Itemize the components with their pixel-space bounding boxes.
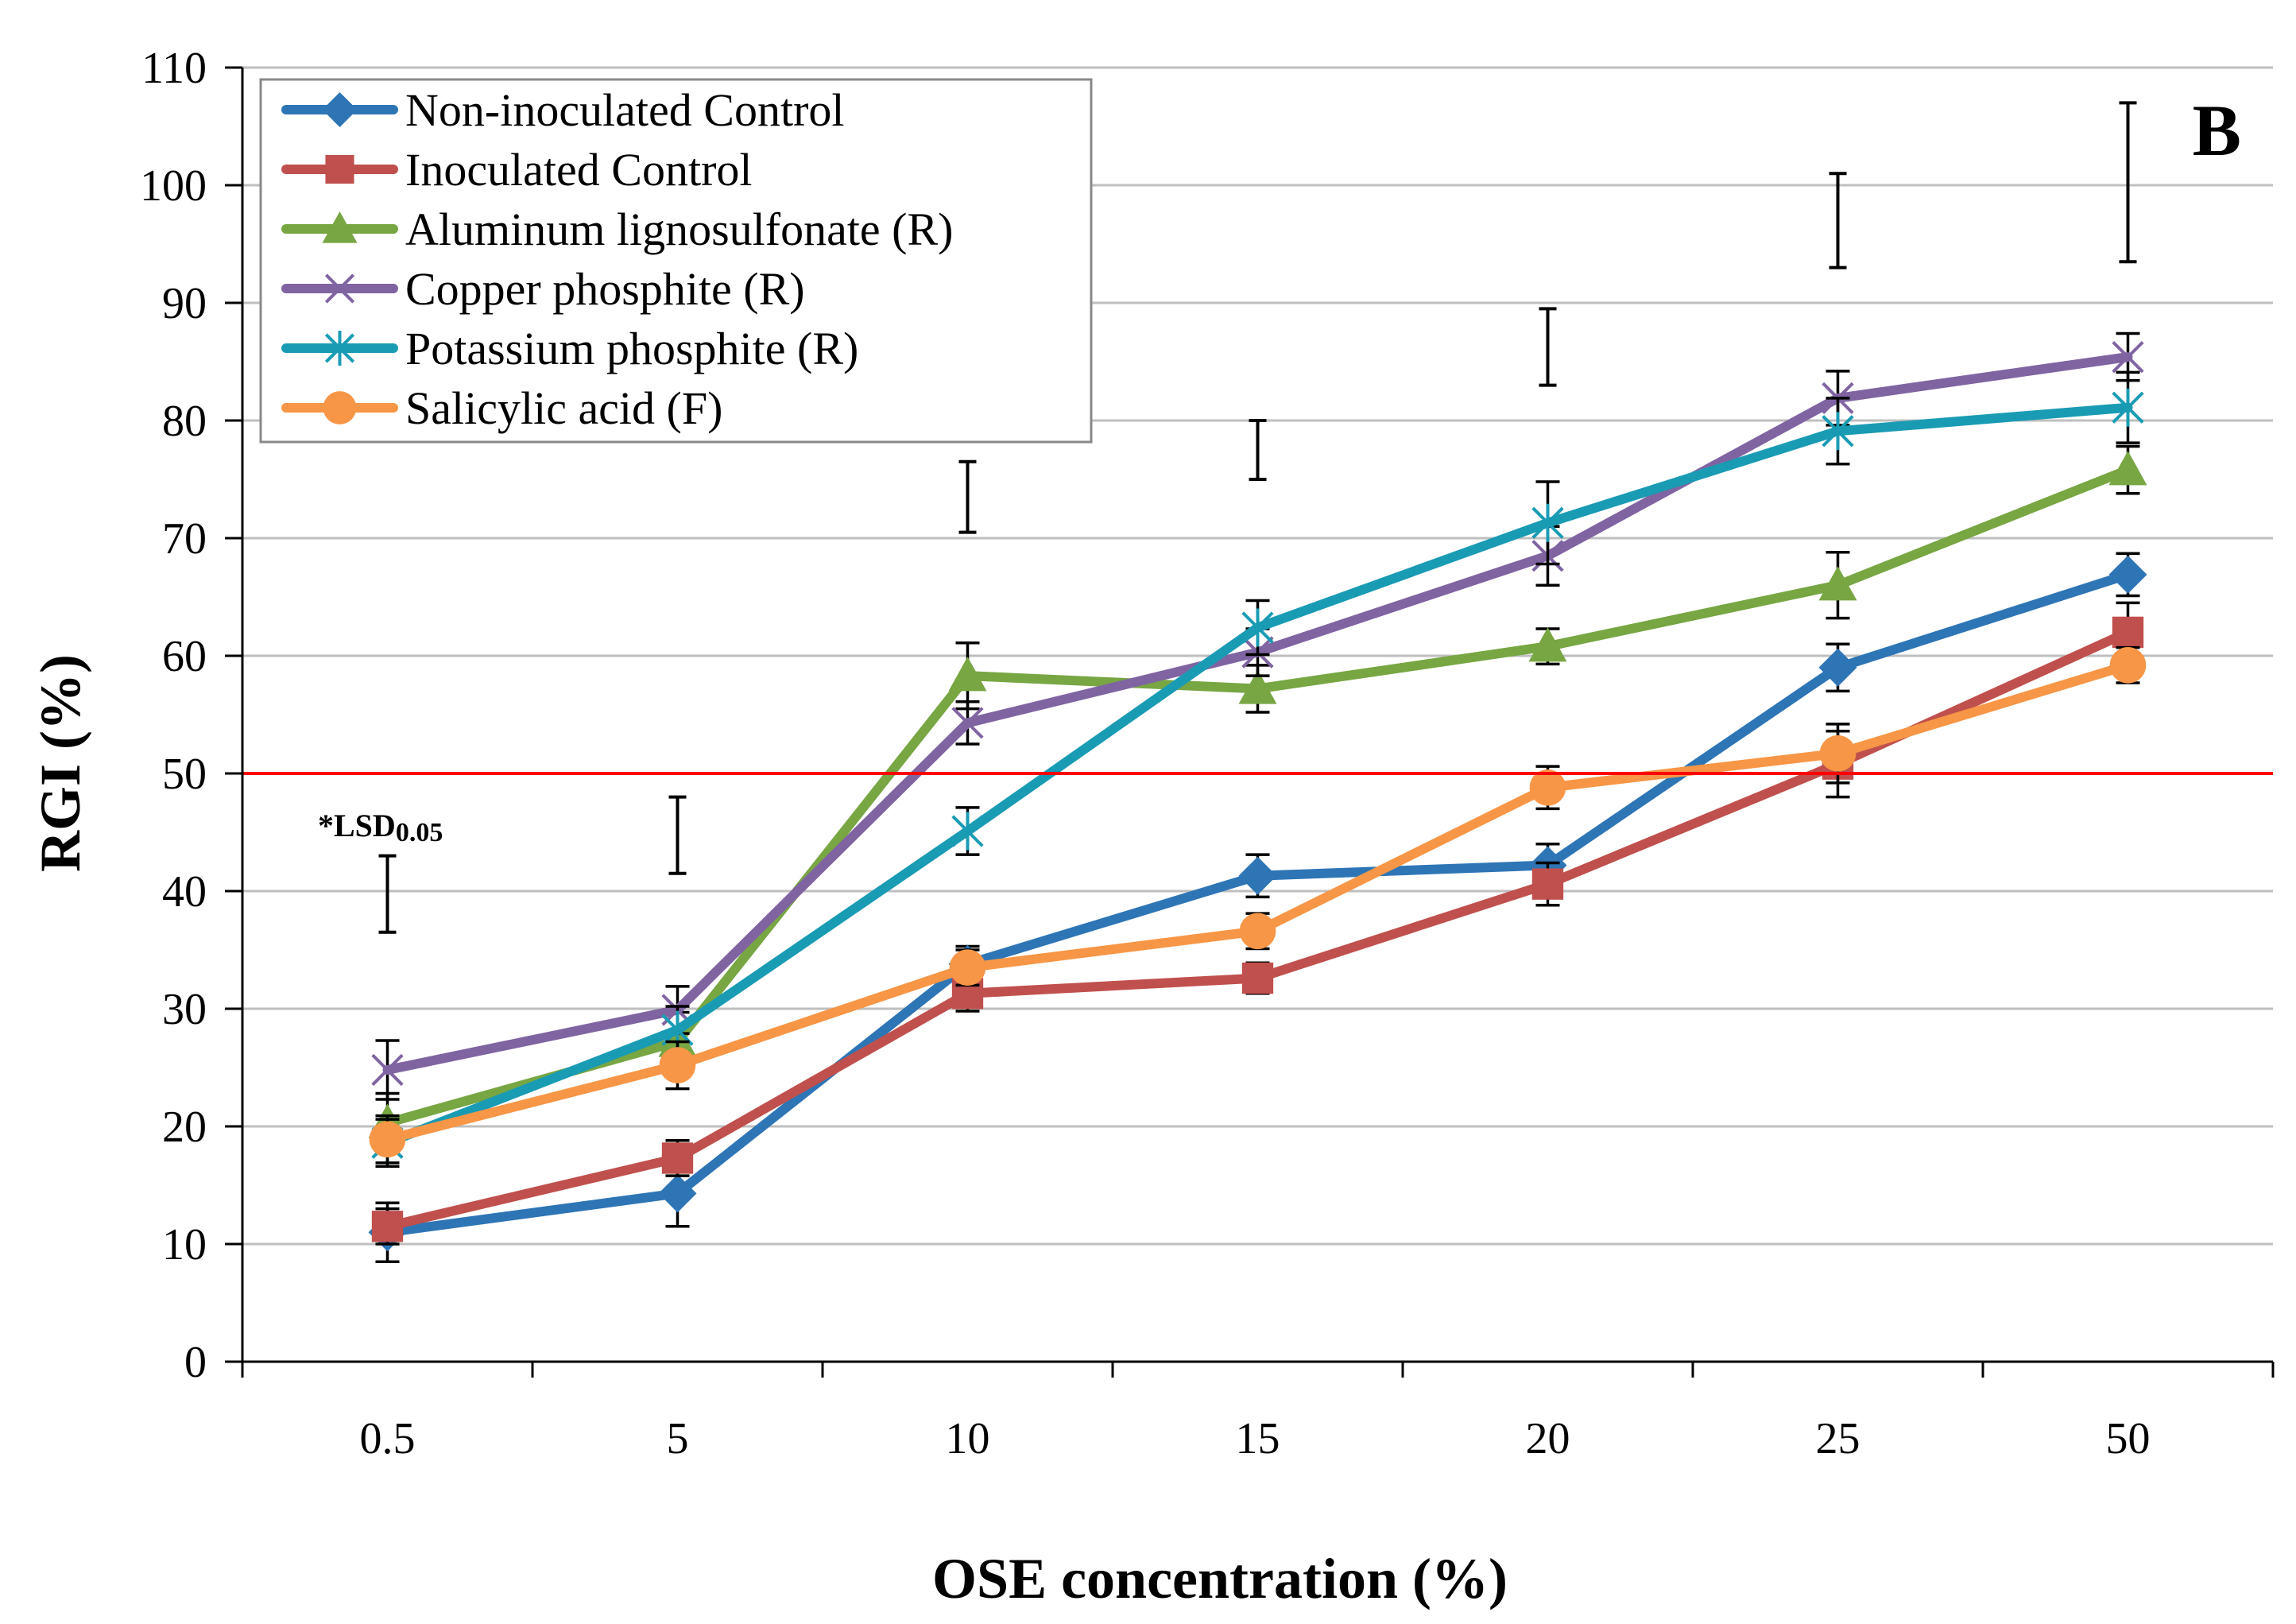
circle-marker (323, 391, 357, 424)
triangle-marker (1238, 669, 1277, 704)
x-marker-stroke (951, 707, 984, 739)
tick-labels: 0 10 20 30 40 50 60 70 80 90 100 110 0.5 5 10 15 20 25 50 (140, 44, 2151, 1463)
legend-item: Non-inoculated Control (281, 84, 845, 136)
diamond-marker (658, 1174, 697, 1213)
star-marker (1241, 608, 1274, 647)
lsd-bar (2119, 101, 2137, 264)
legend: Non-inoculated Control Inoculated Control… (259, 78, 1093, 444)
y-tick-label: 0 (184, 1338, 207, 1387)
legend-item: Salicylic acid (F) (281, 382, 722, 434)
circle-marker (2109, 647, 2147, 684)
lsd-bar (1249, 419, 1267, 481)
lsd-label-subscript: 0.05 (396, 818, 443, 847)
lsd-label: *LSD0.05 (318, 808, 443, 847)
diamond-marker (1818, 648, 1857, 687)
diamond-marker (1238, 856, 1277, 895)
star-marker (1822, 412, 1854, 451)
x-marker (324, 273, 355, 304)
triangle-marker (2108, 451, 2147, 486)
panel-label: B (2193, 90, 2241, 171)
circle-marker (659, 1047, 696, 1083)
square-marker (2112, 616, 2144, 649)
x-marker (371, 1053, 404, 1087)
x-axis-title: OSE concentration (%) (932, 1547, 1508, 1610)
axes (225, 66, 2275, 1378)
legend-label: Non-inoculated Control (405, 84, 845, 136)
diamond-marker (2108, 555, 2147, 594)
y-tick-label: 90 (162, 279, 207, 328)
legend-label: Copper phosphite (R) (405, 263, 805, 315)
diamond-marker (322, 92, 358, 127)
y-tick-label: 40 (162, 867, 207, 917)
lsd-bar (958, 459, 977, 534)
y-tick-label: 70 (162, 514, 207, 564)
y-tick-label: 110 (141, 44, 207, 93)
x-marker-stroke (2112, 340, 2144, 374)
triangle-marker (322, 211, 358, 243)
lsd-bar (1539, 307, 1557, 387)
x-tick-label: 15 (1236, 1414, 1280, 1463)
circle-marker (949, 949, 986, 986)
x-marker (951, 707, 984, 739)
legend-label: Inoculated Control (405, 144, 753, 196)
x-tick-label: 0.5 (360, 1414, 416, 1463)
triangle-marker (948, 657, 987, 692)
legend-item: Aluminum lignosulfonate (R) (281, 203, 954, 255)
x-marker-stroke (371, 1053, 404, 1087)
triangle-marker (1818, 566, 1857, 601)
x-tick-label: 10 (946, 1414, 990, 1463)
y-tick-label: 80 (162, 397, 207, 446)
lsd-label-prefix: *LSD (318, 808, 396, 843)
square-marker (661, 1142, 694, 1174)
triangle-marker (1528, 627, 1567, 662)
star-marker (324, 331, 355, 366)
y-tick-label: 20 (162, 1103, 207, 1152)
lsd-bar (378, 854, 397, 934)
series-salicylic-acid-f (369, 645, 2147, 1165)
lsd-bar (668, 795, 687, 875)
x-marker-stroke (324, 273, 355, 304)
star-marker (951, 812, 984, 851)
x-tick-label: 20 (1526, 1414, 1570, 1463)
square-marker (1531, 868, 1564, 900)
y-tick-label: 100 (140, 161, 207, 211)
x-tick-label: 50 (2106, 1414, 2151, 1463)
y-tick-label: 60 (162, 632, 207, 681)
x-tick-label: 25 (1816, 1414, 1860, 1463)
y-tick-label: 50 (162, 750, 207, 799)
x-tick-label: 5 (667, 1414, 689, 1463)
star-marker (1531, 503, 1564, 542)
y-tick-label: 30 (162, 985, 207, 1034)
legend-item: Potassium phosphite (R) (281, 323, 858, 374)
legend-label: Potassium phosphite (R) (405, 323, 858, 374)
legend-item: Copper phosphite (R) (281, 263, 805, 315)
y-tick-label: 10 (162, 1220, 207, 1269)
legend-item: Inoculated Control (281, 144, 753, 196)
x-marker (2112, 340, 2144, 374)
star-marker (2112, 388, 2144, 427)
circle-marker (369, 1121, 406, 1158)
lsd-bars (378, 101, 2137, 934)
y-axis-title: RGI (%) (29, 654, 92, 872)
circle-marker (1529, 769, 1566, 806)
data-series (368, 331, 2147, 1263)
square-marker (1241, 962, 1274, 994)
circle-marker (1819, 735, 1857, 772)
legend-box (259, 78, 1093, 444)
lsd-bar (1829, 172, 1847, 269)
legend-label: Salicylic acid (F) (405, 382, 722, 434)
circle-marker (1239, 913, 1276, 950)
square-marker (371, 1211, 404, 1242)
legend-label: Aluminum lignosulfonate (R) (405, 203, 954, 255)
square-marker (325, 154, 354, 184)
